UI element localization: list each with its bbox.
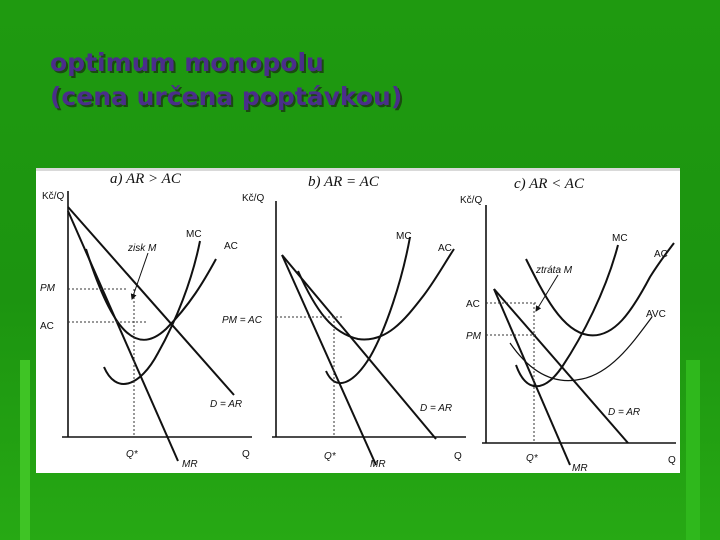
slide-title-line2: (cena určena poptávkou) [50, 82, 403, 111]
panel-b-qstar-label: Q* [324, 451, 337, 462]
panel-a-demand-label: D = AR [210, 399, 242, 410]
panel-c-pm-label: PM [466, 331, 482, 342]
panel-c-avc-label: AVC [646, 309, 666, 320]
panel-a-y-axis-label: Kč/Q [42, 191, 64, 202]
panel-a-ac-label: AC [224, 241, 238, 252]
panel-a-mc-label: MC [186, 229, 202, 240]
panel-c-mr-curve [493, 288, 571, 466]
panel-a-heading: a) AR > AC [110, 171, 182, 187]
panel-a-pm-label: PM [40, 283, 56, 294]
panel-c-mr-label: MR [572, 463, 588, 473]
panel-c-loss-label: ztráta M [535, 265, 573, 276]
panel-c-demand-label: D = AR [608, 407, 640, 418]
panel-c-demand-curve [493, 288, 629, 444]
panel-c-heading: c) AR < AC [514, 176, 585, 192]
monopoly-diagram-svg: a) AR > AC Kč/Q Q PM AC zisk M MC AC D =… [40, 171, 676, 473]
panel-b-ac-label: AC [438, 243, 452, 254]
panel-c-ac-curve [525, 242, 675, 337]
panel-a-x-axis-label: Q [242, 449, 250, 460]
panel-c-ac-level-label: AC [466, 299, 480, 310]
panel-a-profit-label: zisk M [127, 243, 157, 254]
panel-a-note-arrow [130, 252, 149, 300]
panel-a-ac-level-label: AC [40, 321, 54, 332]
panel-b-mr-curve [281, 254, 377, 466]
panel-b-mr-label: MR [370, 459, 386, 470]
panel-c-mc-label: MC [612, 233, 628, 244]
panel-b-ac-curve [297, 248, 455, 341]
panel-c: c) AR < AC Kč/Q Q AC PM ztráta M MC [460, 176, 676, 473]
panel-a-mc-curve [103, 240, 201, 385]
panel-b-demand-label: D = AR [420, 403, 452, 414]
slide-title: optimum monopolu (cena určena poptávkou) [50, 46, 402, 114]
panel-a-mr-label: MR [182, 459, 198, 470]
background-accent-left [20, 360, 30, 540]
panel-a: a) AR > AC Kč/Q Q PM AC zisk M MC AC D =… [40, 171, 252, 470]
slide-title-line1: optimum monopolu [50, 48, 324, 77]
panel-c-avc-curve [509, 316, 653, 382]
monopoly-diagram-figure: a) AR > AC Kč/Q Q PM AC zisk M MC AC D =… [36, 168, 680, 473]
panel-b: b) AR = AC Kč/Q Q PM = AC MC AC D = AR M… [222, 174, 466, 470]
panel-b-heading: b) AR = AC [308, 174, 380, 190]
panel-b-x-axis-label: Q [454, 451, 462, 462]
panel-a-qstar-label: Q* [126, 449, 139, 460]
panel-c-qstar-label: Q* [526, 453, 539, 464]
panel-b-demand-curve [281, 254, 437, 440]
panel-a-mr-curve [67, 210, 179, 462]
panel-c-note-arrow [535, 274, 559, 312]
panel-c-mc-curve [515, 244, 619, 388]
panel-c-x-axis-label: Q [668, 455, 676, 466]
panel-c-ac-label: AC [654, 249, 668, 260]
panel-b-pm-ac-label: PM = AC [222, 315, 263, 326]
panel-c-y-axis-label: Kč/Q [460, 195, 482, 206]
panel-a-demand-curve [67, 206, 235, 396]
panel-a-ac-curve [85, 248, 217, 341]
panel-b-y-axis-label: Kč/Q [242, 193, 264, 204]
panel-b-mc-label: MC [396, 231, 412, 242]
panel-b-mc-curve [325, 236, 411, 384]
background-accent-right [686, 360, 700, 540]
